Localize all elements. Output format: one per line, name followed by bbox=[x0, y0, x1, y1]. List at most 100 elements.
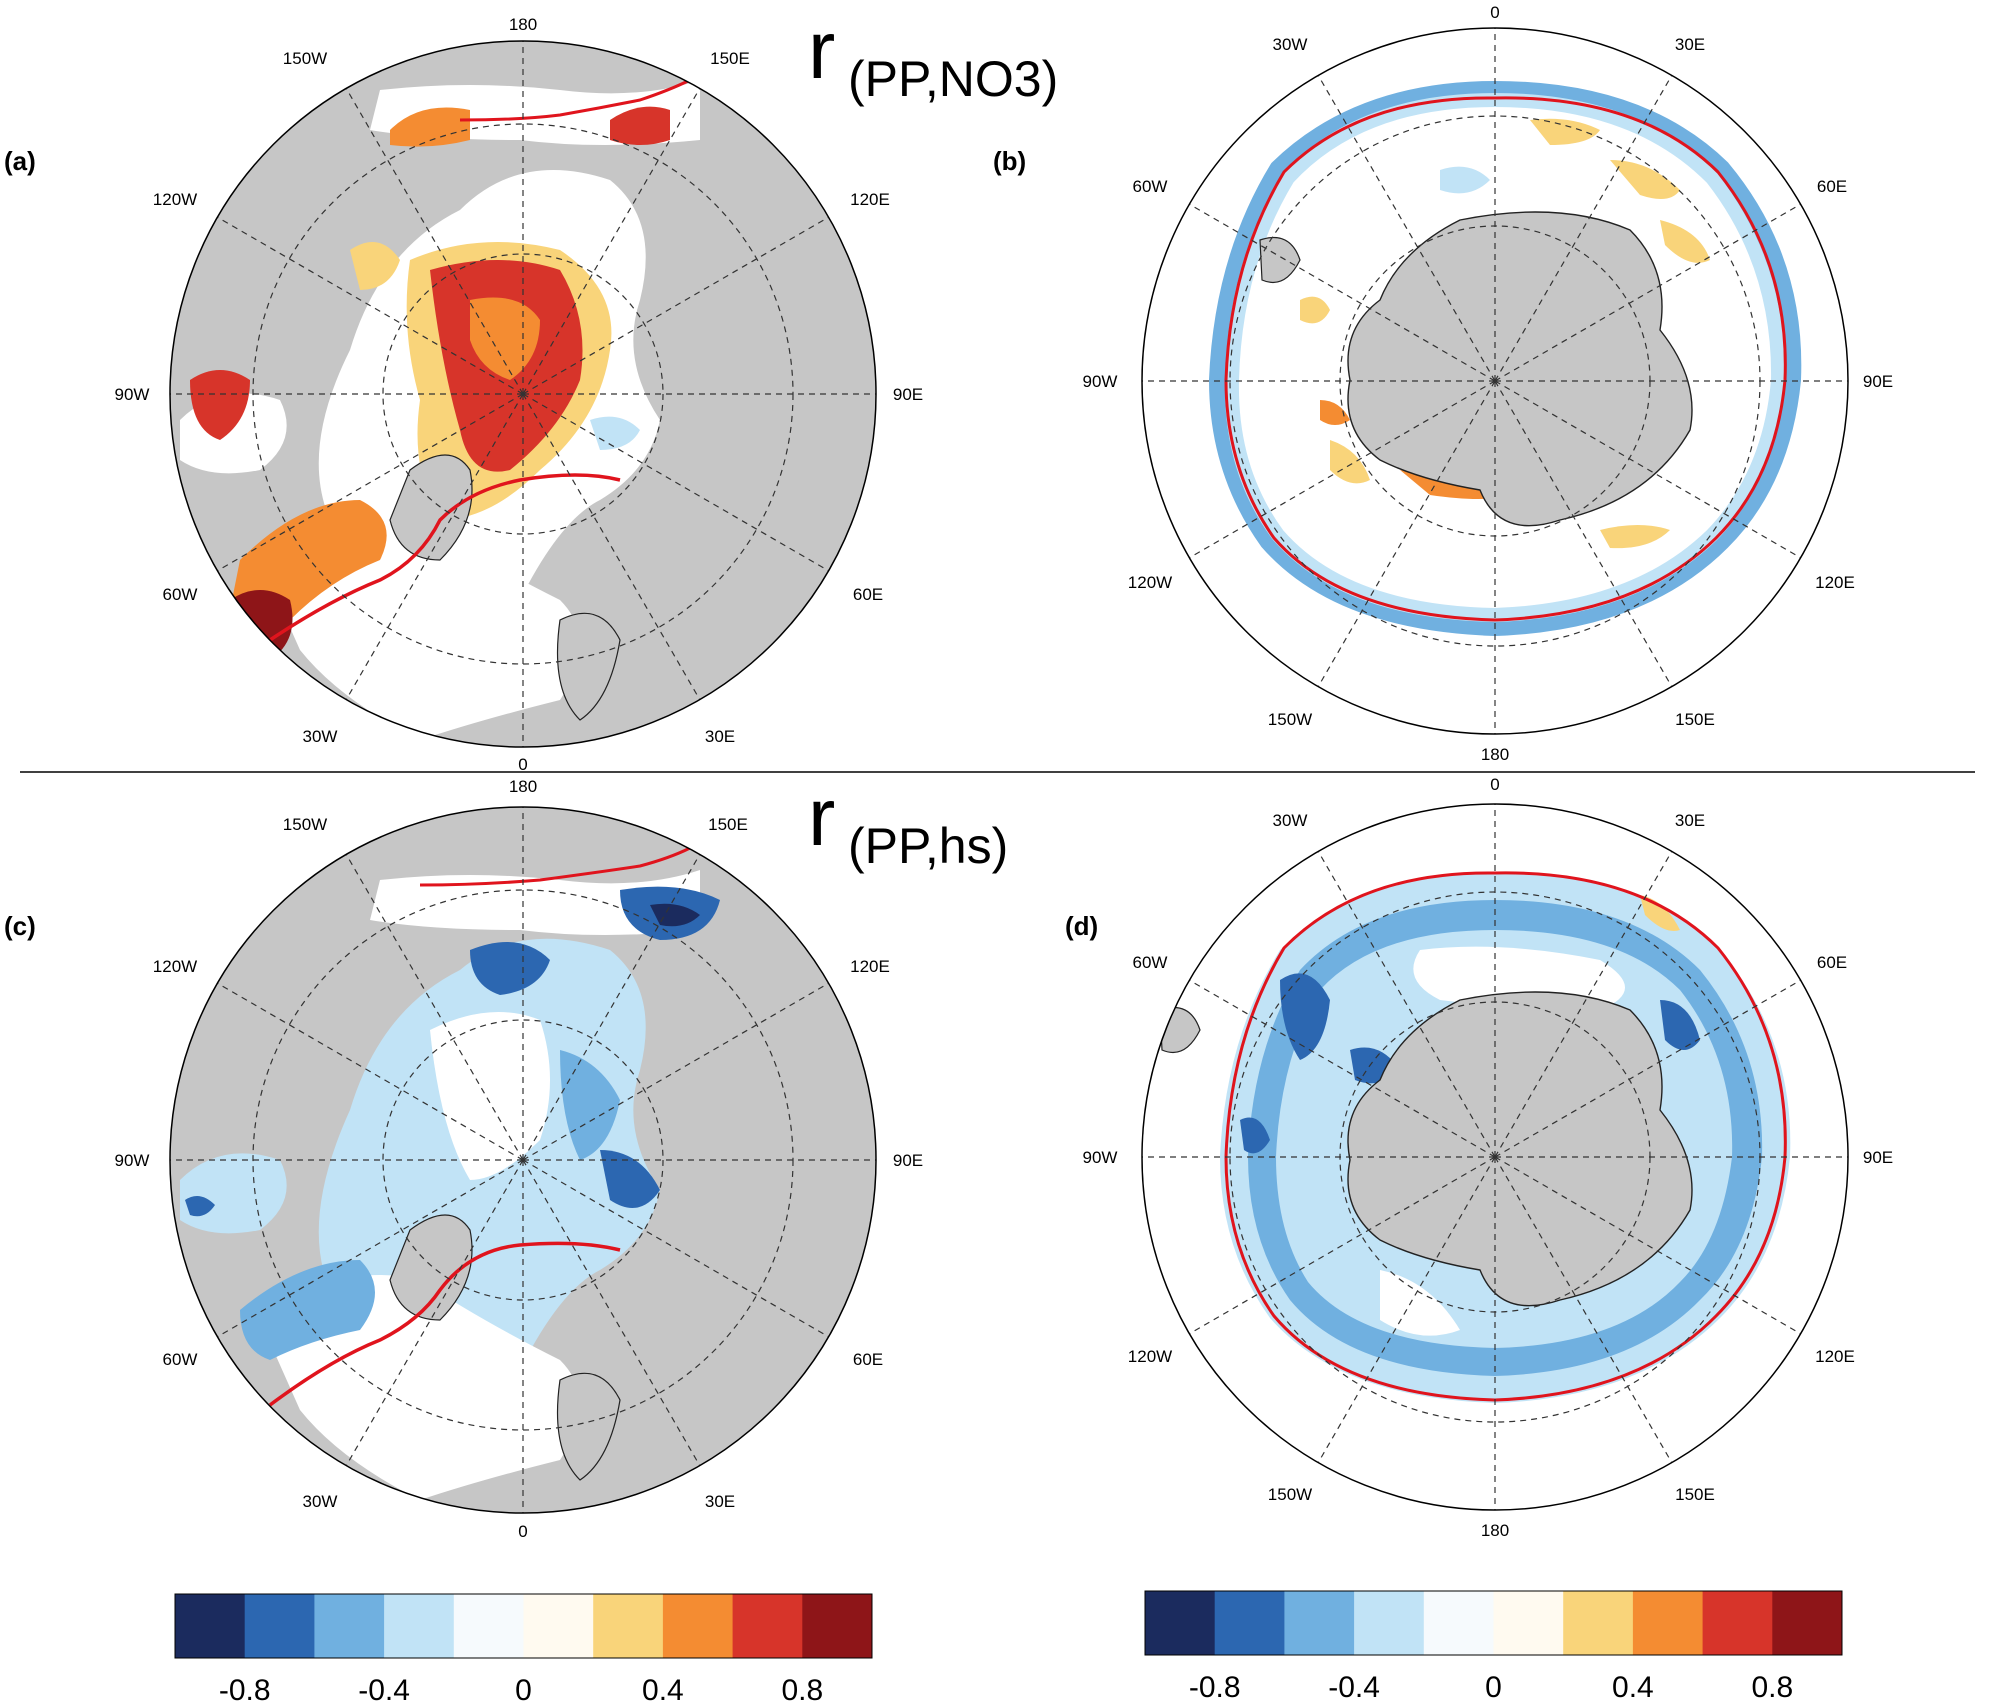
colorbar-swatch bbox=[453, 1594, 524, 1658]
svg-text:30W: 30W bbox=[303, 1492, 338, 1511]
panel-d: (d) bbox=[1065, 775, 1893, 1540]
svg-text:30E: 30E bbox=[1675, 811, 1705, 830]
panel-c-label: (c) bbox=[4, 911, 36, 941]
svg-text:30W: 30W bbox=[1273, 811, 1308, 830]
colorbar-swatch bbox=[1632, 1591, 1704, 1655]
svg-text:150W: 150W bbox=[1268, 1485, 1312, 1504]
svg-text:180: 180 bbox=[1481, 1521, 1509, 1540]
colorbar-swatch bbox=[593, 1594, 664, 1658]
svg-text:120W: 120W bbox=[153, 190, 197, 209]
colorbar-tick-label: -0.8 bbox=[219, 1674, 271, 1705]
colorbar-right: -0.8 -0.4 0 0.4 0.8 bbox=[1144, 1590, 1843, 1704]
colorbar-tick-label: 0.4 bbox=[642, 1674, 684, 1705]
colorbar-swatch bbox=[1145, 1591, 1216, 1655]
title-bottom-main: r bbox=[808, 772, 835, 863]
panel-c: (c) bbox=[4, 777, 923, 1541]
svg-text:150E: 150E bbox=[1675, 710, 1715, 729]
colorbar-swatch bbox=[1284, 1591, 1355, 1655]
svg-text:90W: 90W bbox=[1083, 1148, 1118, 1167]
svg-text:60W: 60W bbox=[163, 1350, 198, 1369]
svg-text:60W: 60W bbox=[1133, 953, 1168, 972]
svg-text:60E: 60E bbox=[853, 1350, 883, 1369]
panel-a-map bbox=[170, 41, 876, 747]
colorbar-swatch bbox=[314, 1594, 385, 1658]
colorbar-tick-label: 0.8 bbox=[1751, 1671, 1793, 1704]
svg-text:0: 0 bbox=[518, 755, 527, 774]
colorbar-swatch bbox=[523, 1594, 594, 1658]
svg-text:0: 0 bbox=[1490, 3, 1499, 22]
colorbar-tick-label: 0.4 bbox=[1612, 1671, 1654, 1704]
svg-text:150W: 150W bbox=[283, 815, 327, 834]
colorbar-swatch bbox=[1214, 1591, 1285, 1655]
colorbar-swatch bbox=[244, 1594, 315, 1658]
title-bottom: r (PP,hs) bbox=[808, 772, 1008, 874]
panel-b-label: (b) bbox=[993, 146, 1026, 176]
svg-text:90W: 90W bbox=[1083, 372, 1118, 391]
colorbar-swatch bbox=[1702, 1591, 1773, 1655]
title-top-sub: (PP,NO3) bbox=[848, 51, 1058, 107]
colorbar-swatch bbox=[384, 1594, 455, 1658]
colorbar-swatch bbox=[732, 1594, 803, 1658]
panel-d-lon-labels: 0 30E 60E 90E 120E 150E 180 150W 120W 90… bbox=[1083, 775, 1894, 1540]
colorbar-tick-label: -0.4 bbox=[358, 1674, 410, 1705]
panel-b: (b) bbox=[993, 3, 1893, 764]
svg-text:90E: 90E bbox=[893, 1151, 923, 1170]
panel-c-lon-labels: 180 150E 120E 90E 60E 30E 0 30W 60W 90W … bbox=[115, 777, 924, 1541]
svg-text:180: 180 bbox=[509, 15, 537, 34]
title-top: r (PP,NO3) bbox=[808, 5, 1058, 107]
svg-text:30E: 30E bbox=[705, 727, 735, 746]
title-bottom-sub: (PP,hs) bbox=[848, 818, 1008, 874]
svg-text:90W: 90W bbox=[115, 1151, 150, 1170]
svg-text:150W: 150W bbox=[283, 49, 327, 68]
svg-text:120W: 120W bbox=[1128, 1347, 1172, 1366]
svg-text:150E: 150E bbox=[710, 49, 750, 68]
svg-text:150E: 150E bbox=[708, 815, 748, 834]
svg-text:30E: 30E bbox=[705, 1492, 735, 1511]
svg-text:30W: 30W bbox=[303, 727, 338, 746]
svg-text:120W: 120W bbox=[1128, 573, 1172, 592]
svg-text:90E: 90E bbox=[1863, 372, 1893, 391]
svg-text:180: 180 bbox=[509, 777, 537, 796]
svg-text:120E: 120E bbox=[850, 190, 890, 209]
colorbar-swatch bbox=[1354, 1591, 1425, 1655]
colorbar-swatch bbox=[1772, 1591, 1843, 1655]
svg-text:60W: 60W bbox=[1133, 177, 1168, 196]
panel-a: (a) bbox=[4, 15, 923, 774]
svg-text:60E: 60E bbox=[1817, 177, 1847, 196]
svg-text:0: 0 bbox=[1490, 775, 1499, 794]
colorbar-tick-label: -0.4 bbox=[1328, 1671, 1380, 1704]
svg-text:30E: 30E bbox=[1675, 35, 1705, 54]
svg-text:60E: 60E bbox=[853, 585, 883, 604]
svg-text:120E: 120E bbox=[1815, 1347, 1855, 1366]
colorbar-tick-label: -0.8 bbox=[1189, 1671, 1241, 1704]
svg-text:90E: 90E bbox=[893, 385, 923, 404]
svg-text:120W: 120W bbox=[153, 957, 197, 976]
panel-a-lon-labels: 180 150E 120E 90E 60E 30E 0 30W 60W 90W … bbox=[115, 15, 924, 774]
svg-text:60W: 60W bbox=[163, 585, 198, 604]
panel-a-label: (a) bbox=[4, 146, 36, 176]
colorbar-left: -0.8 -0.4 0 0.4 0.8 bbox=[174, 1593, 873, 1705]
colorbar-swatch bbox=[802, 1594, 873, 1658]
svg-text:150E: 150E bbox=[1675, 1485, 1715, 1504]
panel-b-lon-labels: 0 30E 60E 90E 120E 150E 180 150W 120W 90… bbox=[1083, 3, 1894, 764]
colorbar-swatch bbox=[1563, 1591, 1634, 1655]
colorbar-tick-label: 0 bbox=[1485, 1671, 1502, 1704]
title-top-main: r bbox=[808, 5, 835, 96]
colorbar-swatch bbox=[1493, 1591, 1564, 1655]
colorbar-tick-label: 0 bbox=[515, 1674, 532, 1705]
colorbar-tick-label: 0.8 bbox=[781, 1674, 823, 1705]
svg-text:180: 180 bbox=[1481, 745, 1509, 764]
svg-text:90E: 90E bbox=[1863, 1148, 1893, 1167]
colorbar-swatch bbox=[662, 1594, 734, 1658]
panel-c-map bbox=[170, 807, 876, 1513]
svg-text:90W: 90W bbox=[115, 385, 150, 404]
svg-text:120E: 120E bbox=[850, 957, 890, 976]
svg-text:60E: 60E bbox=[1817, 953, 1847, 972]
colorbar-swatch bbox=[1423, 1591, 1494, 1655]
colorbar-swatch bbox=[175, 1594, 246, 1658]
panel-b-map bbox=[1142, 28, 1848, 734]
panel-d-label: (d) bbox=[1065, 911, 1098, 941]
svg-text:30W: 30W bbox=[1273, 35, 1308, 54]
svg-text:120E: 120E bbox=[1815, 573, 1855, 592]
